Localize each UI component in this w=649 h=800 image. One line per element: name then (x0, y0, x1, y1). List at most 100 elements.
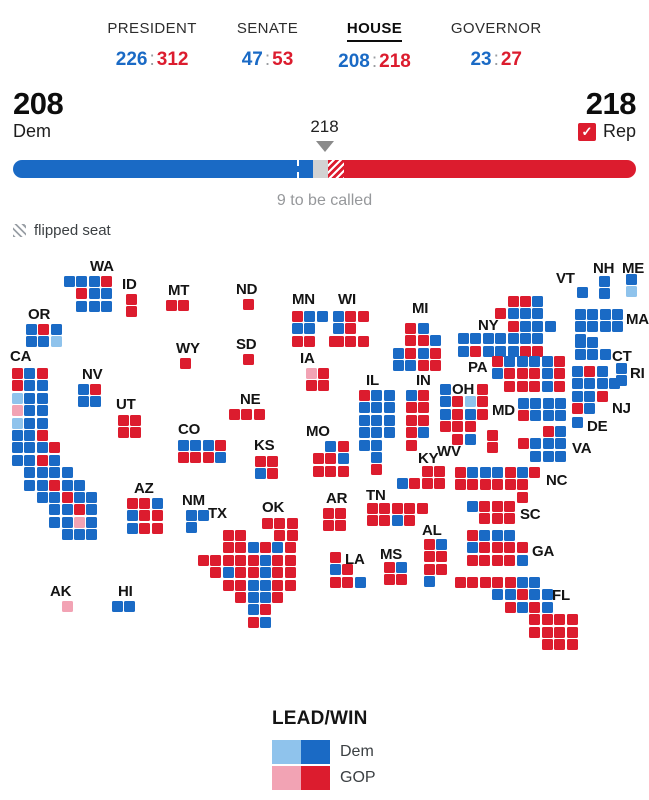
district-square-NC[interactable] (517, 479, 528, 491)
district-square-TX[interactable] (260, 579, 271, 591)
district-square-NJ[interactable] (584, 366, 596, 377)
district-square-MI[interactable] (405, 347, 417, 359)
district-square-NV[interactable] (90, 384, 102, 395)
district-square-IN[interactable] (406, 427, 417, 439)
district-square-TX[interactable] (247, 542, 259, 554)
district-square-CA[interactable] (12, 392, 23, 404)
district-square-VA[interactable] (530, 450, 542, 462)
district-square-OR[interactable] (26, 336, 37, 348)
district-square-NY[interactable] (507, 308, 519, 320)
district-square-PA[interactable] (529, 356, 541, 367)
district-square-MO[interactable] (337, 441, 349, 452)
district-square-IN[interactable] (418, 427, 430, 439)
district-square-GA[interactable] (516, 542, 528, 554)
district-square-PA[interactable] (541, 356, 553, 367)
district-square-WI[interactable] (345, 311, 357, 322)
district-square-IL[interactable] (383, 390, 395, 401)
district-square-WA[interactable] (88, 300, 100, 312)
district-square-OR[interactable] (38, 324, 50, 335)
district-square-NC[interactable] (492, 479, 504, 491)
district-square-GA[interactable] (467, 554, 478, 566)
district-square-SC[interactable] (479, 513, 491, 525)
district-square-TX[interactable] (284, 567, 296, 579)
district-square-CO[interactable] (215, 452, 227, 464)
district-square-CA[interactable] (12, 430, 23, 441)
district-square-TX[interactable] (235, 579, 247, 591)
district-square-CA[interactable] (36, 467, 48, 479)
district-square-NY[interactable] (470, 345, 482, 357)
district-square-IL[interactable] (383, 402, 395, 414)
district-square-GA[interactable] (467, 530, 478, 541)
district-square-MN[interactable] (304, 311, 316, 322)
district-square-OR[interactable] (50, 324, 62, 335)
district-square-SC[interactable] (479, 501, 491, 512)
district-square-NY[interactable] (532, 345, 544, 357)
district-square-CT[interactable] (575, 349, 586, 361)
district-square-CA[interactable] (61, 504, 73, 516)
district-square-AZ[interactable] (139, 522, 151, 534)
district-square-PA[interactable] (492, 368, 503, 380)
district-square-FL[interactable] (554, 639, 566, 650)
district-square-VA[interactable] (555, 426, 567, 437)
district-square-DE[interactable] (572, 417, 583, 428)
district-square-TX[interactable] (260, 604, 271, 616)
district-square-IL[interactable] (359, 414, 370, 426)
district-square-FL[interactable] (566, 626, 578, 638)
tab-house[interactable]: HOUSE 208:218 (338, 20, 411, 73)
district-square-WA[interactable] (101, 276, 113, 287)
district-square-MD[interactable] (530, 410, 542, 422)
district-square-UT[interactable] (130, 427, 142, 439)
district-square-SC[interactable] (491, 513, 503, 525)
district-square-CA[interactable] (36, 430, 48, 441)
district-square-CA[interactable] (61, 479, 73, 491)
district-square-WA[interactable] (76, 288, 88, 300)
district-square-IA[interactable] (306, 368, 317, 379)
district-square-LA[interactable] (330, 552, 341, 563)
district-square-CA[interactable] (36, 479, 48, 491)
district-square-OH[interactable] (440, 408, 451, 420)
district-square-NJ[interactable] (596, 366, 608, 377)
district-square-TX[interactable] (222, 542, 234, 554)
district-square-TX[interactable] (222, 554, 234, 566)
district-square-VA[interactable] (542, 450, 554, 462)
district-square-ME[interactable] (626, 286, 637, 298)
district-square-MS[interactable] (384, 562, 395, 573)
district-square-MI[interactable] (417, 347, 429, 359)
district-square-MD[interactable] (555, 410, 567, 422)
district-square-RI[interactable] (616, 375, 627, 387)
district-square-IL[interactable] (371, 452, 383, 463)
district-square-TX[interactable] (235, 542, 247, 554)
district-square-WA[interactable] (88, 276, 100, 287)
district-square-ND[interactable] (243, 299, 254, 310)
district-square-VT[interactable] (577, 287, 588, 298)
district-square-KY[interactable] (409, 478, 421, 490)
district-square-CT[interactable] (599, 349, 611, 361)
district-square-PA[interactable] (516, 356, 528, 367)
district-square-WI[interactable] (357, 335, 369, 347)
district-square-NY[interactable] (507, 333, 519, 345)
district-square-CA[interactable] (86, 516, 98, 528)
district-square-TX[interactable] (247, 592, 259, 603)
district-square-FL[interactable] (541, 614, 553, 626)
district-square-IN[interactable] (406, 390, 417, 401)
district-square-OK[interactable] (262, 518, 273, 529)
district-square-MA[interactable] (575, 333, 586, 345)
district-square-TX[interactable] (210, 567, 222, 579)
district-square-TN[interactable] (404, 503, 416, 514)
district-square-MI[interactable] (417, 335, 429, 347)
district-square-OH[interactable] (477, 396, 489, 408)
district-square-HI[interactable] (112, 601, 123, 612)
district-square-OH[interactable] (464, 421, 476, 433)
district-square-MD[interactable] (542, 410, 554, 422)
district-square-FL[interactable] (529, 614, 541, 626)
tab-president[interactable]: PRESIDENT 226:312 (107, 20, 196, 73)
district-square-NY[interactable] (520, 345, 531, 357)
district-square-NY[interactable] (520, 296, 531, 307)
district-square-NC[interactable] (467, 479, 479, 491)
district-square-NY[interactable] (495, 308, 507, 320)
district-square-CA[interactable] (36, 405, 48, 417)
district-square-NY[interactable] (507, 320, 519, 332)
district-square-NY[interactable] (495, 333, 507, 345)
district-square-KY[interactable] (421, 478, 433, 490)
district-square-CA[interactable] (36, 368, 48, 379)
